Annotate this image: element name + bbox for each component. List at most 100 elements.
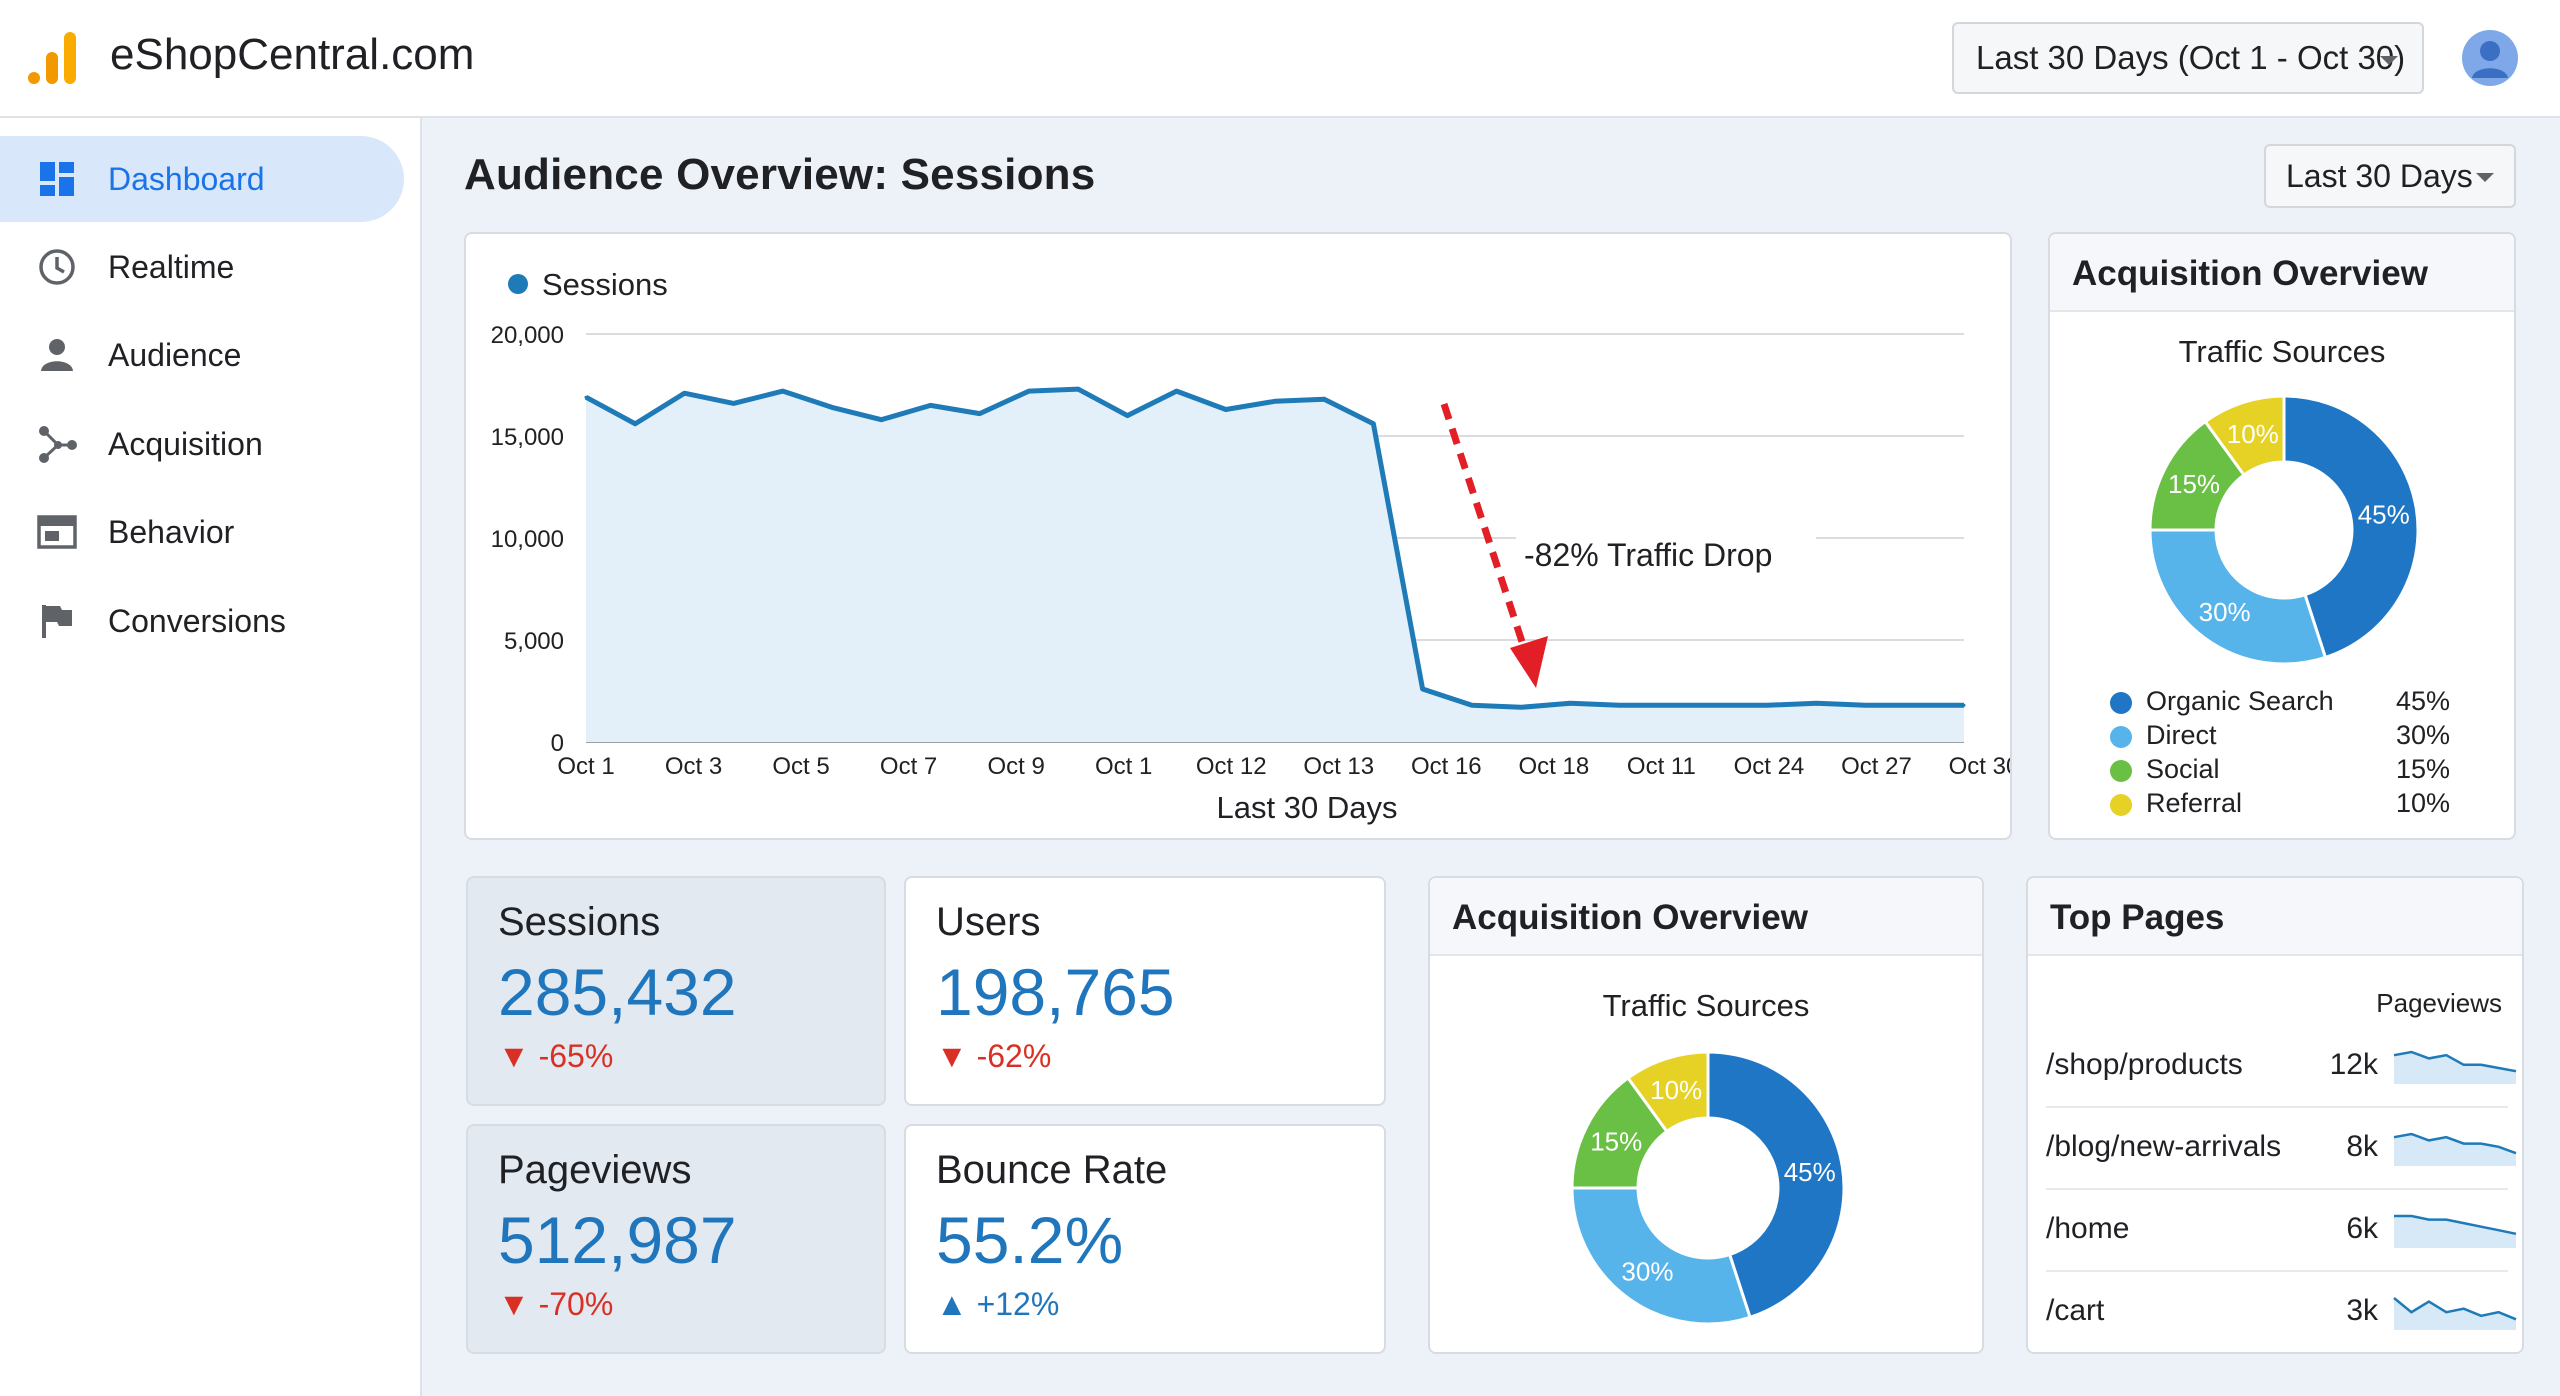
top-page-row[interactable]: /blog/new-arrivals 8k xyxy=(2046,1108,2517,1190)
legend-dot-icon xyxy=(2110,794,2132,816)
page-views: 8k xyxy=(2346,1130,2378,1163)
kpi-change: ▼ -65% xyxy=(498,1038,613,1075)
donut-slice-label: 10% xyxy=(1650,1075,1702,1105)
kpi-change-value: -65% xyxy=(538,1038,614,1074)
x-tick-label: Oct 3 xyxy=(665,753,722,780)
layout-icon xyxy=(37,515,77,549)
traffic-sources-donut-chart: 45%30%15%10% xyxy=(1570,1050,1846,1326)
x-tick-label: Oct 16 xyxy=(1411,753,1482,780)
kpi-label: Users xyxy=(936,900,1041,944)
x-tick-label: Oct 18 xyxy=(1518,753,1589,780)
kpi-card-users[interactable]: Users 198,765 ▼ -62% xyxy=(904,876,1386,1106)
down-arrow-icon: ▼ xyxy=(498,1038,530,1074)
sidebar-item-realtime[interactable]: Realtime xyxy=(0,224,404,310)
sessions-data-point xyxy=(929,403,932,407)
sessions-data-point xyxy=(978,412,982,416)
traffic-sources-donut-chart: 45%30%15%10% xyxy=(2148,394,2420,666)
page-views: 3k xyxy=(2346,1294,2378,1327)
top-page-row[interactable]: /home 6k xyxy=(2046,1190,2517,1272)
sessions-data-point xyxy=(1716,703,1720,707)
acquisition-overview-card-side: Acquisition Overview Traffic Sources 45%… xyxy=(2048,232,2516,840)
site-name: eShopCentral.com xyxy=(110,30,475,79)
sidebar-item-label: Acquisition xyxy=(108,426,263,462)
kpi-change: ▼ -70% xyxy=(498,1286,613,1323)
kpi-card-pageviews[interactable]: Pageviews 512,987 ▼ -70% xyxy=(466,1124,886,1354)
sidebar-item-conversions[interactable]: Conversions xyxy=(0,578,404,664)
kpi-value: 198,765 xyxy=(936,955,1175,1029)
kpi-card-bounce-rate[interactable]: Bounce Rate 55.2% ▲ +12% xyxy=(904,1124,1386,1354)
donut-subtitle: Traffic Sources xyxy=(1602,988,1810,1023)
annotation-background xyxy=(1516,530,1816,578)
legend-row: Organic Search 45% xyxy=(2110,684,2450,718)
person-icon xyxy=(41,339,73,371)
legend-dot-icon xyxy=(2110,726,2132,748)
sessions-chart-card: 0 5,000 10,000 15,000 20,000 Oct 1 Oct 3 Oct 5 O… xyxy=(464,232,2012,840)
sidebar-item-acquisition[interactable]: Acquisition xyxy=(0,401,404,487)
kpi-card-sessions[interactable]: Sessions 285,432 ▼ -65% xyxy=(466,876,886,1106)
clock-icon xyxy=(39,249,75,285)
x-tick-label: Oct 24 xyxy=(1734,753,1805,780)
legend-label: Referral xyxy=(2146,788,2243,818)
legend-row: Social 15% xyxy=(2110,752,2450,786)
sessions-data-point xyxy=(1470,703,1474,707)
sidebar-item-dashboard[interactable]: Dashboard xyxy=(0,136,404,222)
x-tick-label: Oct 11 xyxy=(1627,753,1696,780)
page-path: /shop/products xyxy=(2046,1048,2243,1081)
page-views: 12k xyxy=(2329,1048,2378,1081)
kpi-change-value: -62% xyxy=(976,1038,1052,1074)
sessions-data-point xyxy=(1371,422,1375,426)
arrow-head-icon xyxy=(1510,636,1548,688)
sessions-data-point xyxy=(1864,703,1868,707)
sessions-data-point xyxy=(682,391,686,395)
sessions-area xyxy=(586,389,1964,742)
down-arrow-icon: ▼ xyxy=(498,1286,530,1322)
top-bar: eShopCentral.com Last 30 Days (Oct 1 - O… xyxy=(0,0,2560,118)
user-avatar[interactable] xyxy=(2462,30,2518,86)
sessions-data-point xyxy=(1421,687,1425,691)
y-tick-label: 20,000 xyxy=(491,322,564,349)
pageviews-sparkline xyxy=(2393,1050,2517,1084)
top-page-row[interactable]: /cart 3k xyxy=(2046,1272,2517,1354)
kpi-change: ▲ +12% xyxy=(936,1286,1059,1323)
legend-dot-icon xyxy=(2110,692,2132,714)
legend-row: Referral 10% xyxy=(2110,786,2450,820)
caret-down-icon xyxy=(2380,56,2398,65)
donut-slice-label: 45% xyxy=(1784,1157,1836,1187)
range-select[interactable]: Last 30 Days xyxy=(2264,144,2516,208)
sparkline-area xyxy=(2394,1052,2516,1084)
sidebar-item-behavior[interactable]: Behavior xyxy=(0,489,404,575)
kpi-value: 285,432 xyxy=(498,955,737,1029)
card-title: Acquisition Overview xyxy=(2072,254,2428,293)
sidebar: Dashboard Realtime Audience Acquisition xyxy=(0,118,422,1396)
kpi-value: 55.2% xyxy=(936,1203,1124,1277)
kpi-value: 512,987 xyxy=(498,1203,737,1277)
sidebar-item-label: Dashboard xyxy=(108,161,265,197)
sessions-data-point xyxy=(1224,407,1228,411)
sessions-data-point xyxy=(1273,399,1277,403)
sessions-line-chart: 0 5,000 10,000 15,000 20,000 Oct 1 Oct 3 Oct 5 O… xyxy=(491,267,2010,825)
card-header: Acquisition Overview xyxy=(1430,878,1982,956)
card-title: Acquisition Overview xyxy=(1452,898,1808,937)
sidebar-item-label: Behavior xyxy=(108,514,235,550)
caret-down-icon xyxy=(2476,173,2494,182)
sparkline-area xyxy=(2394,1216,2516,1248)
top-page-row[interactable]: /shop/products 12k xyxy=(2046,1026,2517,1108)
date-range-select[interactable]: Last 30 Days (Oct 1 - Oct 30) xyxy=(1952,22,2424,94)
donut-slice-label: 10% xyxy=(2227,419,2279,449)
sessions-data-point xyxy=(1814,701,1818,705)
legend-label-sessions: Sessions xyxy=(542,267,668,302)
x-tick-label: Oct 12 xyxy=(1196,753,1267,780)
sessions-data-point xyxy=(1076,387,1080,391)
sidebar-item-audience[interactable]: Audience xyxy=(0,312,404,398)
up-arrow-icon: ▲ xyxy=(936,1286,968,1322)
pageviews-column-header: Pageviews xyxy=(2376,988,2502,1018)
x-tick-label: Oct 27 xyxy=(1841,753,1912,780)
card-header: Acquisition Overview xyxy=(2050,234,2514,312)
date-range-label: Last 30 Days (Oct 1 - Oct 30) xyxy=(1976,39,2406,76)
legend-label: Direct xyxy=(2146,720,2217,750)
x-tick-label: Oct 7 xyxy=(880,753,937,780)
sessions-data-point xyxy=(1618,703,1621,707)
page-path: /home xyxy=(2046,1212,2130,1245)
sessions-data-point xyxy=(1765,703,1769,707)
traffic-sources-legend: Organic Search 45% Direct 30% Social 15% Refer… xyxy=(2110,684,2450,820)
